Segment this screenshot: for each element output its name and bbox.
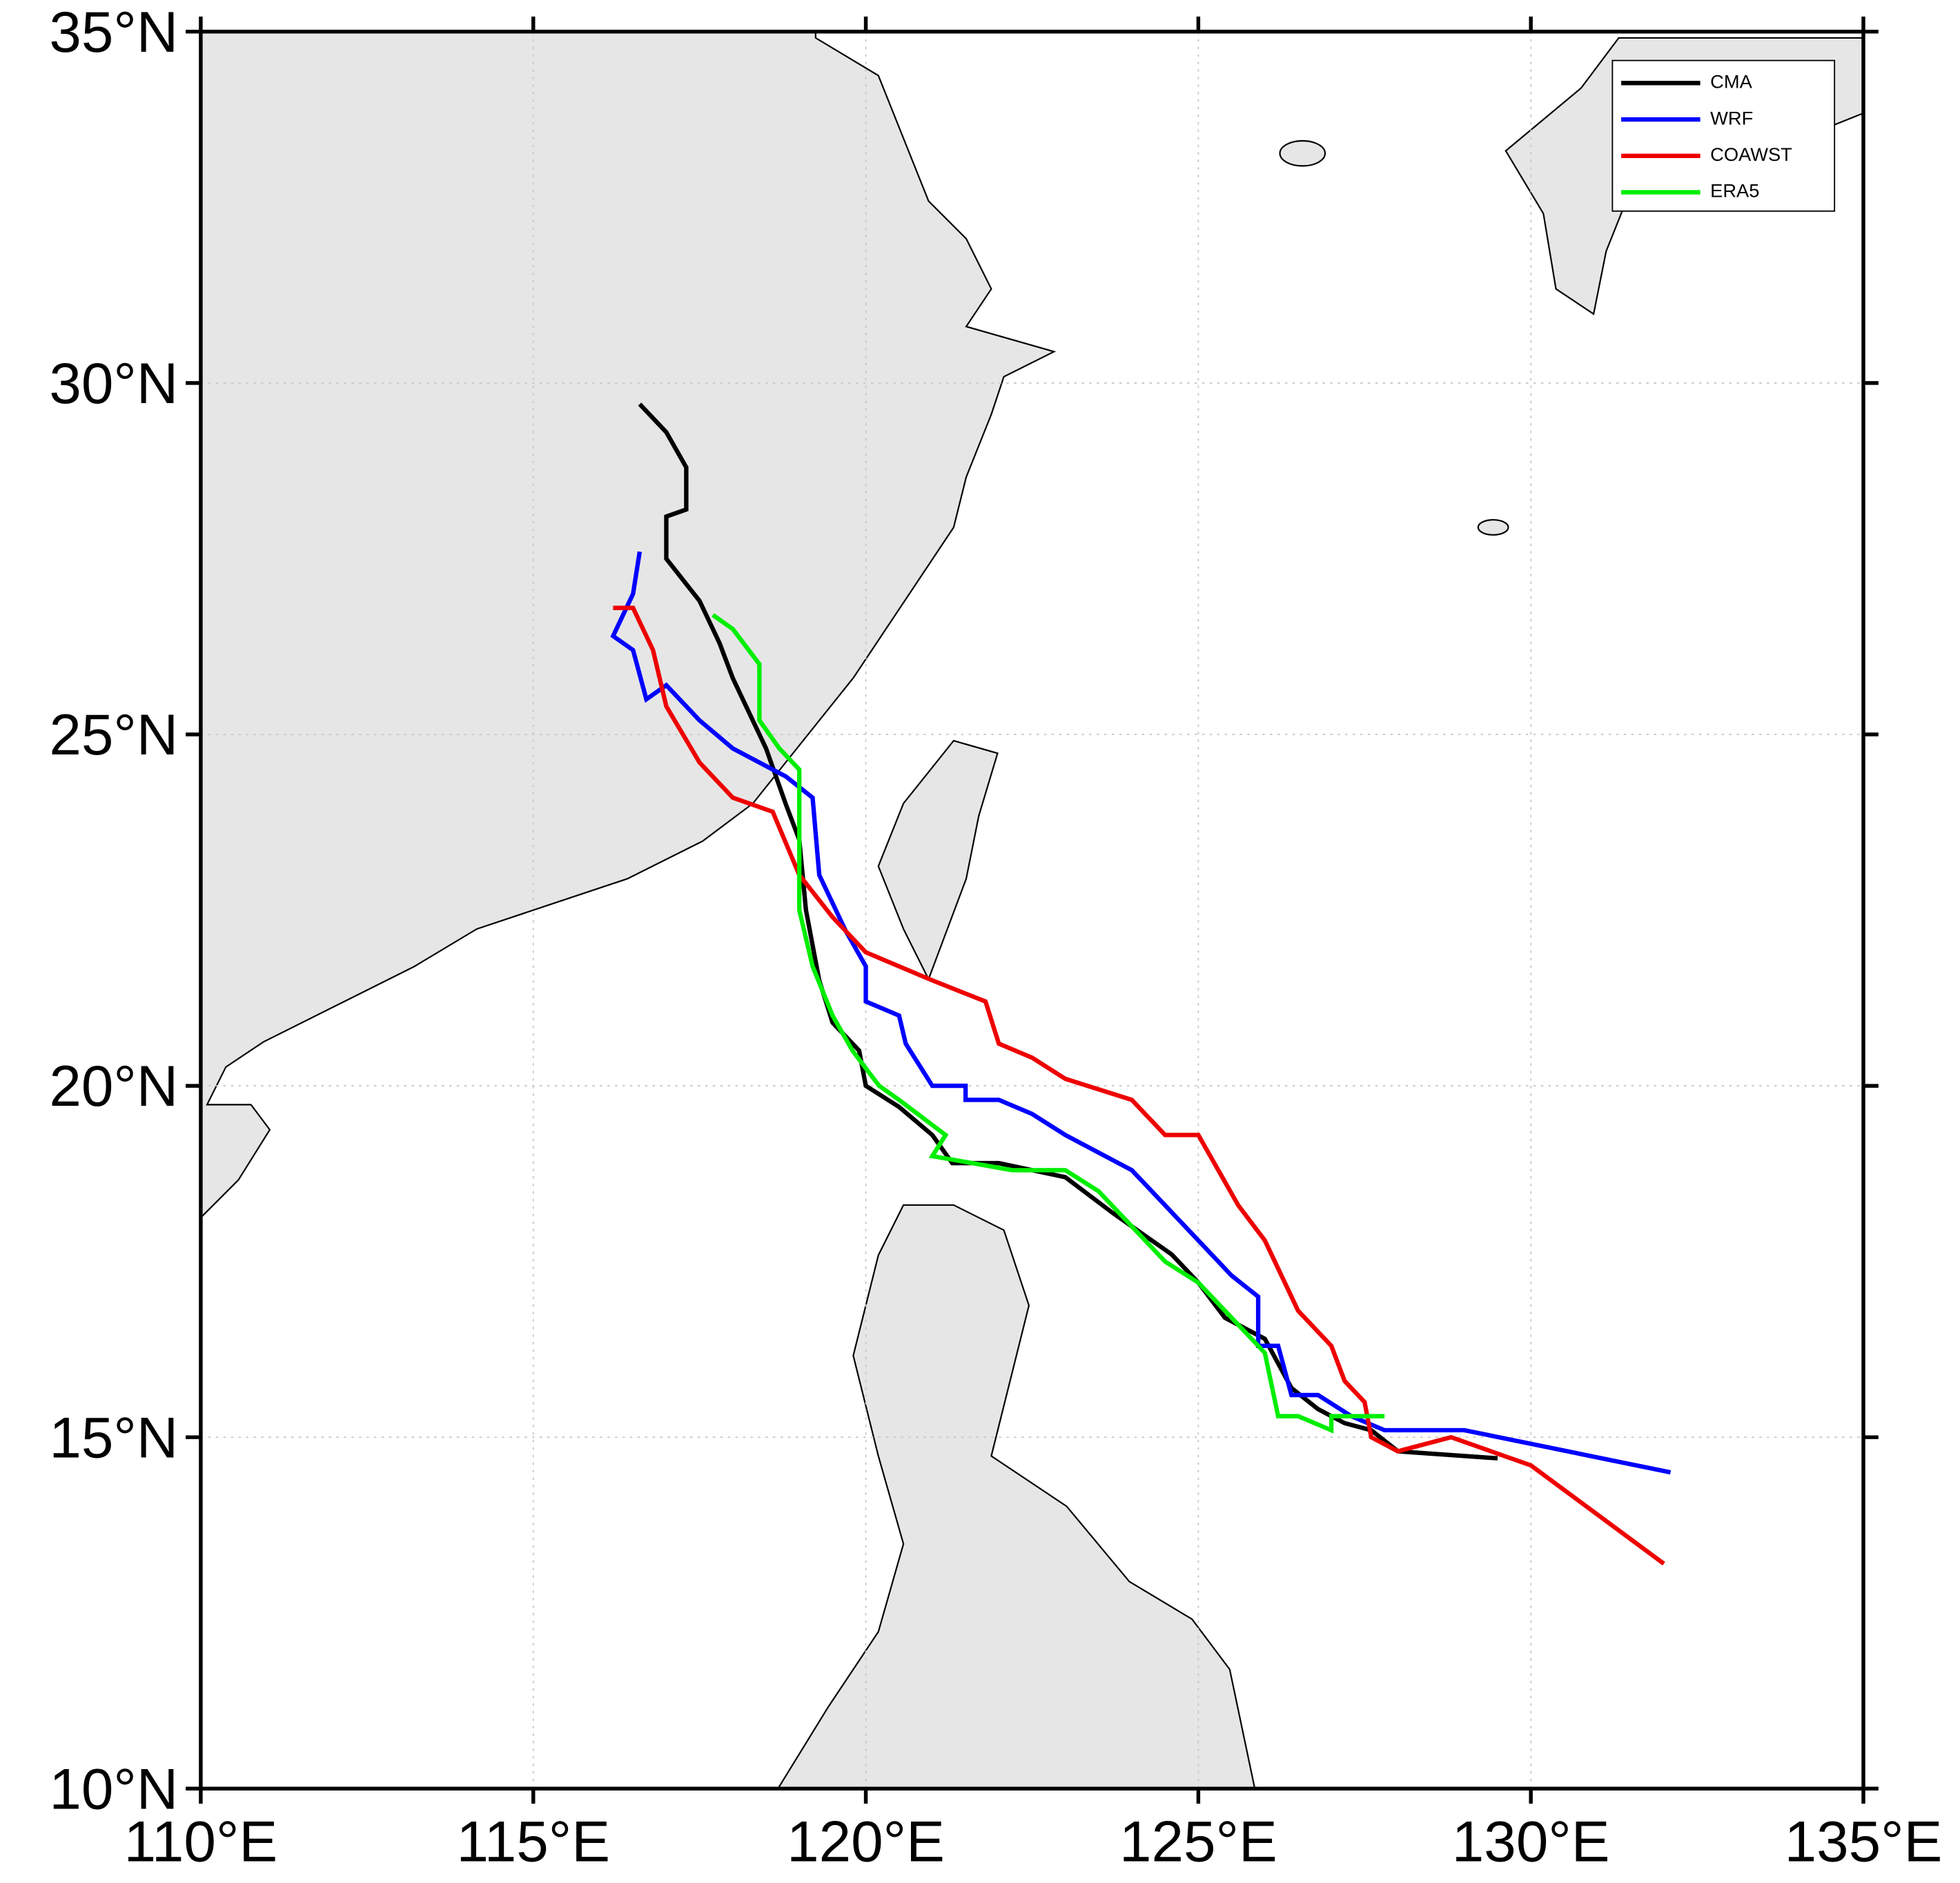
legend-label: ERA5 [1710,180,1759,202]
track-line [613,605,1665,1566]
legend: CMA WRF COAWST ERA5 [1611,59,1836,212]
track-line [610,551,1672,1475]
mainland-china [200,31,1057,1219]
jeju-island [1279,139,1326,167]
y-tick-label: 30°N [49,351,178,416]
track-layer [610,402,1672,1566]
plot-frame [199,30,1865,1791]
y-tick-label: 35°N [49,0,178,64]
legend-box [1611,59,1836,212]
x-tick-label: 120°E [787,1809,945,1874]
y-tick-label: 15°N [49,1405,178,1470]
y-tick-label: 10°N [49,1756,178,1821]
legend-label: CMA [1710,71,1752,92]
y-tick-label: 20°N [49,1053,178,1118]
x-tick-label: 135°E [1785,1809,1943,1874]
axis-layer: 110°E 115°E 120°E 125°E 130°E 135°E 10°N 15°N 20… [49,0,1942,1874]
track-line [712,613,1385,1434]
ryukyu-island [1477,519,1509,536]
land-layer [200,31,1863,1789]
legend-label: COAWST [1710,144,1792,165]
x-tick-label: 125°E [1119,1809,1277,1874]
y-tick-label: 25°N [49,702,178,767]
x-tick-label: 110°E [124,1809,278,1874]
x-tick-label: 130°E [1452,1809,1610,1874]
x-tick-label: 115°E [456,1809,610,1874]
legend-label: WRF [1710,107,1753,128]
track-line [638,402,1498,1461]
philippines [776,1204,1256,1789]
